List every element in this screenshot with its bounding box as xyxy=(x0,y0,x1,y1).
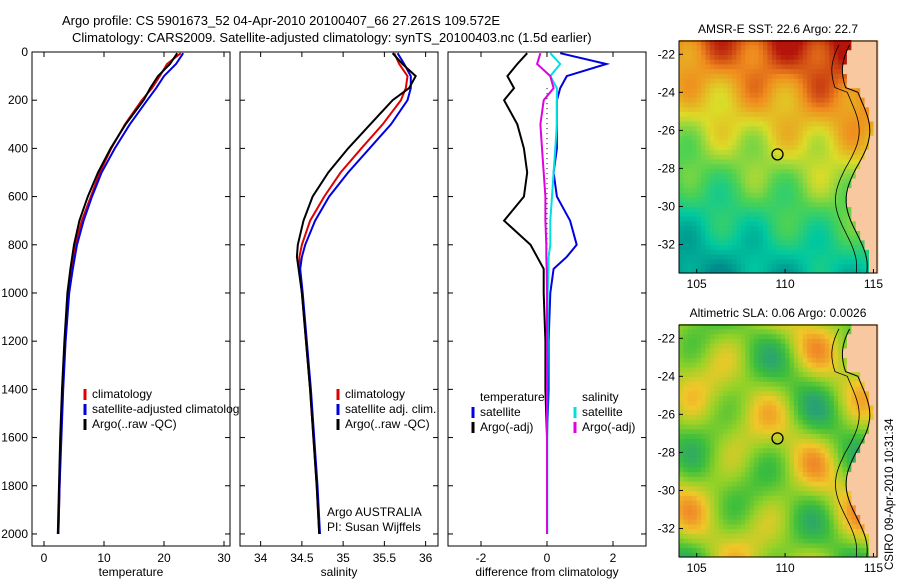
figure-title-line2: Climatology: CARS2009. Satellite-adjuste… xyxy=(72,30,592,45)
y-tick-label: 0 xyxy=(21,45,28,59)
x-axis-label: difference from climatology xyxy=(475,565,618,579)
argo-position-marker xyxy=(771,148,784,161)
x-axis-label: salinity xyxy=(321,565,358,579)
y-tick-label: -32 xyxy=(658,521,676,535)
legend-label: satellite adj. clim. xyxy=(345,402,436,416)
legend-header-salinity: salinity xyxy=(582,390,619,404)
panel-salinity: 34 34.5 35 35.5 36 salinity climatologysatelli… xyxy=(239,51,439,579)
legend-label: Argo(..raw -QC) xyxy=(345,417,430,431)
legend-label: climatology xyxy=(345,387,405,401)
y-tick-label: 400 xyxy=(8,141,28,155)
series-line-argo-raw-qc- xyxy=(295,52,417,535)
x-tick-label: 110 xyxy=(776,561,795,575)
x-tick-label: 2 xyxy=(610,551,617,565)
x-tick-label: 36 xyxy=(419,551,433,565)
x-tick-label: 115 xyxy=(864,561,883,575)
panel-sla-map: 105 110 115 -22 -24 -26 -28 -30 -32 Altimetric SL… xyxy=(658,306,884,575)
x-tick-label: 35 xyxy=(336,551,350,565)
x-tick-label: 20 xyxy=(157,551,171,565)
plot-frame xyxy=(31,51,231,547)
y-tick-label: 800 xyxy=(8,238,28,252)
x-tick-label: 110 xyxy=(776,277,795,291)
map-field xyxy=(679,40,879,274)
map-title: Altimetric SLA: 0.06 Argo: 0.0026 xyxy=(690,306,867,320)
y-tick-label: 600 xyxy=(8,190,28,204)
y-tick-label: -30 xyxy=(658,483,676,497)
y-tick-label: -24 xyxy=(658,85,676,99)
y-tick-label: -30 xyxy=(658,199,676,213)
coastline xyxy=(841,44,871,274)
series-line-climatology xyxy=(57,52,182,535)
x-tick-label: 34.5 xyxy=(290,551,314,565)
y-tick-label: -22 xyxy=(658,47,676,61)
map-frame xyxy=(678,40,878,274)
y-tick-label: 2000 xyxy=(1,527,28,541)
y-tick-label: 200 xyxy=(8,93,28,107)
series-line-salinity-argo-adj- xyxy=(535,52,555,534)
series-line-argo-raw-qc- xyxy=(56,52,179,535)
legend-label: Argo(-adj) xyxy=(480,420,533,434)
x-tick-label: 30 xyxy=(217,551,231,565)
legend-label: climatology xyxy=(92,387,152,401)
map-field xyxy=(679,324,879,558)
y-tick-label: -24 xyxy=(658,369,676,383)
coastline xyxy=(841,328,871,558)
series-line-temperature-argo-adj- xyxy=(502,52,548,534)
y-tick-label: 1800 xyxy=(1,479,28,493)
x-tick-label: 105 xyxy=(687,561,707,575)
shelf-contour xyxy=(831,44,860,274)
plot-frame xyxy=(239,51,439,547)
x-tick-label: 105 xyxy=(687,277,707,291)
shelf-contour xyxy=(831,328,860,558)
panel-sst-map: 105 110 115 -22 -24 -26 -28 -30 -32 AMSR-E SST: 2… xyxy=(658,22,884,291)
y-tick-label: -26 xyxy=(658,123,676,137)
x-tick-label: 34 xyxy=(254,551,268,565)
legend-header-temperature: temperature xyxy=(480,390,545,404)
x-tick-label: 10 xyxy=(97,551,111,565)
legend-label: satellite-adjusted climatolog xyxy=(92,402,239,416)
y-tick-label: -26 xyxy=(658,407,676,421)
x-tick-label: 35.5 xyxy=(373,551,397,565)
series-line-temperature-satellite xyxy=(546,52,611,534)
x-tick-label: 0 xyxy=(544,551,551,565)
legend-label: Argo(-adj) xyxy=(582,420,635,434)
figure-title-line1: Argo profile: CS 5901673_52 04-Apr-2010 … xyxy=(62,13,500,28)
y-tick-label: -32 xyxy=(658,237,676,251)
argo-position-marker xyxy=(771,432,784,445)
map-title: AMSR-E SST: 22.6 Argo: 22.7 xyxy=(698,22,858,36)
y-tick-label: 1000 xyxy=(1,286,28,300)
annotation-institution: Argo AUSTRALIA xyxy=(327,505,422,519)
legend-label: satellite xyxy=(480,405,521,419)
map-frame xyxy=(678,324,878,558)
y-tick-label: 1600 xyxy=(1,431,28,445)
x-tick-label: 115 xyxy=(864,277,883,291)
legend-label: satellite xyxy=(582,405,623,419)
y-tick-label: -28 xyxy=(658,445,676,459)
y-tick-label: -28 xyxy=(658,161,676,175)
series-line-satellite-adj-clim- xyxy=(299,52,412,535)
legend-label: Argo(..raw -QC) xyxy=(92,417,177,431)
panel-temperature: 0 10 20 30 0 200 400 600 800 1000 1200 1400 1600 1800… xyxy=(1,45,239,579)
annotation-pi: PI: Susan Wijffels xyxy=(327,520,421,534)
y-tick-label: -22 xyxy=(658,331,676,345)
series-line-satellite-adjusted-climatolog xyxy=(57,52,185,535)
y-tick-label: 1400 xyxy=(1,382,28,396)
x-tick-label: -2 xyxy=(476,551,487,565)
y-tick-label: 1200 xyxy=(1,334,28,348)
series-line-salinity-satellite xyxy=(546,52,562,534)
x-axis-label: temperature xyxy=(99,565,164,579)
x-tick-label: 0 xyxy=(41,551,48,565)
side-credit-text: CSIRO 09-Apr-2010 10:31:34 xyxy=(884,418,896,570)
